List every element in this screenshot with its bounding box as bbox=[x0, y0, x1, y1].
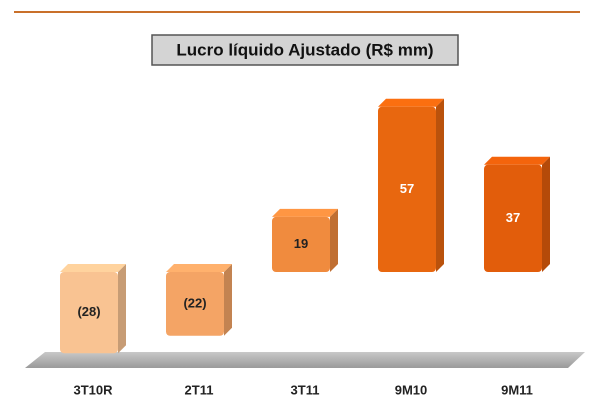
bar-top bbox=[378, 98, 444, 107]
value-label: 19 bbox=[294, 236, 308, 251]
bar-top bbox=[60, 264, 126, 272]
x-tick-label: 2T11 bbox=[185, 382, 214, 397]
x-tick-label: 3T10R bbox=[73, 382, 113, 397]
title-box bbox=[151, 34, 459, 66]
floor bbox=[25, 352, 585, 368]
bar bbox=[378, 106, 436, 272]
value-label: (28) bbox=[77, 304, 100, 319]
bar-side bbox=[330, 208, 338, 272]
value-label: 57 bbox=[400, 181, 414, 196]
x-tick-label: 9M10 bbox=[395, 382, 428, 397]
bar-top bbox=[166, 264, 232, 272]
bar-top bbox=[272, 208, 338, 217]
x-tick-label: 9M11 bbox=[501, 382, 533, 397]
bar-side bbox=[118, 264, 126, 354]
chart-title: Lucro líquido Ajustado (R$ mm) bbox=[176, 40, 433, 59]
bar bbox=[272, 216, 330, 272]
bar-side bbox=[542, 156, 550, 272]
bar bbox=[60, 272, 118, 354]
value-label: 37 bbox=[506, 210, 520, 225]
value-label: (22) bbox=[183, 295, 206, 310]
bar bbox=[166, 272, 224, 336]
x-tick-label: 3T11 bbox=[291, 382, 320, 397]
bar-side bbox=[224, 264, 232, 336]
bar bbox=[484, 164, 542, 272]
bar-top bbox=[484, 156, 550, 165]
bar-side bbox=[436, 98, 444, 272]
